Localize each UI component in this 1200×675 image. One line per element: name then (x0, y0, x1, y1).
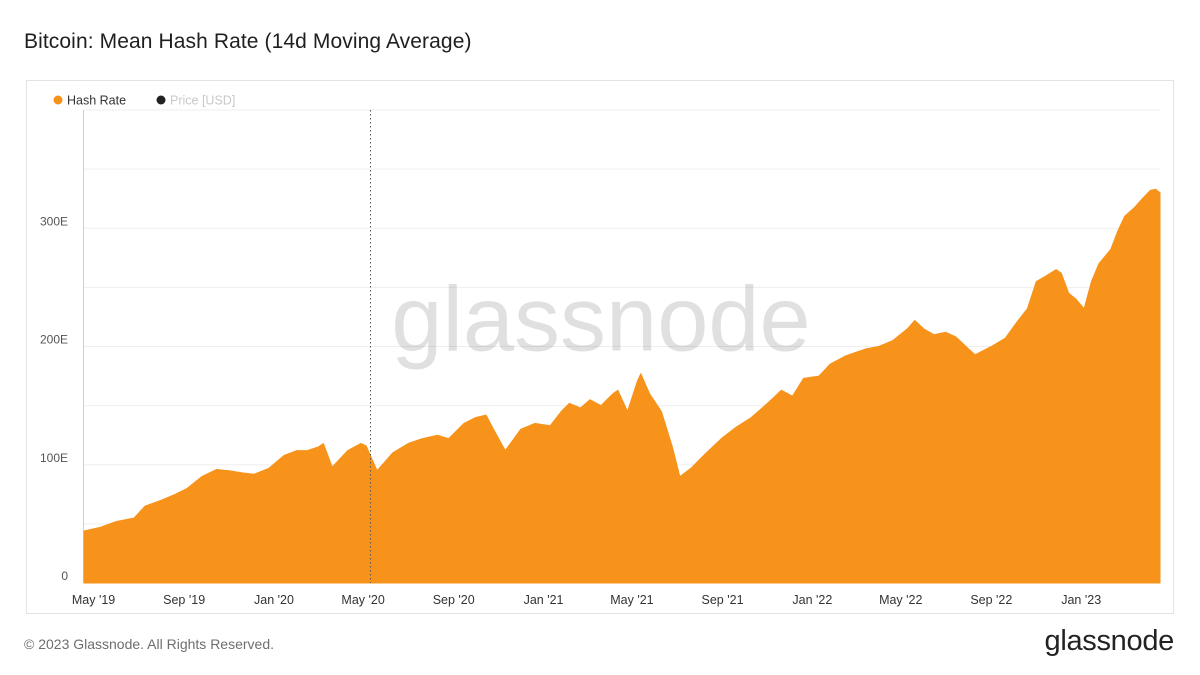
legend-item[interactable]: Hash Rate (53, 94, 127, 108)
x-axis: May '19 Sep '19 Jan '20 May '20 Sep '20 Jan '… (72, 593, 1101, 607)
page-title: Bitcoin: Mean Hash Rate (14d Moving Aver… (24, 30, 472, 53)
watermark-text: glassnode (391, 268, 810, 370)
x-tick-label: May '20 (341, 593, 384, 607)
legend-label: Price [USD] (170, 94, 235, 108)
footer-copyright: © 2023 Glassnode. All Rights Reserved. (24, 636, 275, 652)
x-tick-label: Jan '20 (254, 593, 294, 607)
y-tick-label: 300E (40, 214, 68, 228)
x-tick-label: Jan '21 (524, 593, 564, 607)
legend-dot-icon (53, 95, 63, 105)
chart-frame: glassnode 0 100E 200E 300E May '19 Sep '19 Ja… (26, 80, 1174, 614)
x-tick-label: May '22 (879, 593, 922, 607)
series-area-hash-rate (83, 188, 1161, 584)
legend-label: Hash Rate (67, 94, 126, 108)
x-tick-label: Jan '23 (1061, 593, 1101, 607)
x-tick-label: Sep '21 (702, 593, 744, 607)
x-tick-label: Sep '22 (970, 593, 1012, 607)
y-tick-label: 0 (61, 569, 68, 583)
y-axis: 0 100E 200E 300E (40, 214, 68, 583)
legend-dot-icon (156, 95, 166, 105)
x-tick-label: Jan '22 (792, 593, 832, 607)
x-tick-label: Sep '20 (433, 593, 475, 607)
y-tick-label: 200E (40, 333, 68, 347)
x-tick-label: Sep '19 (163, 593, 205, 607)
chart-legend: Hash Rate Price [USD] (53, 94, 236, 108)
x-tick-label: May '21 (610, 593, 653, 607)
chart-area-layer (83, 188, 1161, 584)
x-tick-label: May '19 (72, 593, 115, 607)
legend-item[interactable]: Price [USD] (156, 94, 236, 108)
hash-rate-chart: glassnode 0 100E 200E 300E May '19 Sep '19 Ja… (40, 94, 1161, 607)
y-tick-label: 100E (40, 451, 68, 465)
footer-logo[interactable]: glassnode (1044, 625, 1174, 657)
